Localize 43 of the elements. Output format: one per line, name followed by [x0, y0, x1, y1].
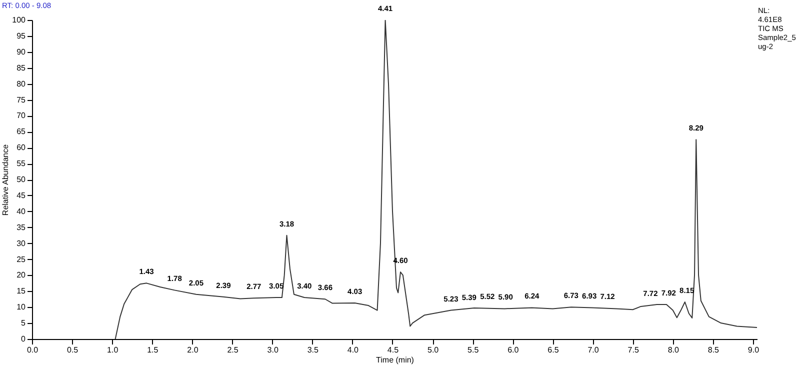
x-tick-label: 4.5 — [387, 346, 400, 354]
y-tick-label: 25 — [16, 254, 26, 264]
x-tick-label: 1.5 — [147, 346, 159, 354]
y-tick-label: 95 — [16, 31, 26, 40]
x-tick-label: 6.0 — [508, 346, 520, 354]
x-tick-label: 1.0 — [107, 346, 119, 354]
x-tick-label: 5.0 — [427, 346, 440, 354]
x-tick-label: 3.0 — [267, 346, 279, 354]
y-tick-label: 0 — [21, 334, 26, 344]
x-tick-label: 8.0 — [668, 346, 680, 354]
x-tick-label: 6.5 — [548, 346, 560, 354]
y-tick-label: 10 — [16, 302, 26, 312]
x-tick-label: 7.0 — [588, 346, 600, 354]
y-tick-label: 40 — [16, 206, 26, 216]
x-tick-label: 3.5 — [307, 346, 319, 354]
y-tick-label: 100 — [12, 16, 26, 24]
x-tick-label: 2.0 — [187, 346, 199, 354]
x-tick-label: 0.5 — [66, 346, 79, 354]
y-tick-label: 90 — [16, 47, 26, 56]
x-axis-title: Time (min) — [376, 356, 414, 364]
y-tick-label: 20 — [16, 270, 26, 280]
y-tick-label: 75 — [16, 95, 26, 104]
y-tick-label: 60 — [16, 143, 26, 152]
y-tick-label: 5 — [21, 318, 26, 328]
y-tick-label: 15 — [16, 286, 26, 296]
y-tick-label: 30 — [16, 238, 26, 248]
x-tick-label: 8.5 — [708, 346, 720, 354]
y-tick-label: 55 — [16, 159, 26, 168]
x-tick-label: 7.5 — [628, 346, 640, 354]
x-tick-label: 4.0 — [347, 346, 360, 354]
y-tick-label: 45 — [16, 190, 26, 200]
x-tick-label: 5.5 — [468, 346, 480, 354]
line-series — [114, 20, 757, 339]
y-tick-label: 70 — [16, 111, 26, 120]
y-tick-label: 80 — [16, 79, 26, 88]
y-tick-label: 65 — [16, 127, 26, 136]
x-tick-label: 9.0 — [748, 346, 760, 354]
y-axis-title: Relative Abundance — [1, 144, 10, 216]
x-tick-label: 2.5 — [227, 346, 239, 354]
y-tick-label: 35 — [16, 222, 26, 232]
y-tick-label: 50 — [16, 175, 26, 184]
x-tick-label: 0.0 — [26, 346, 39, 354]
y-tick-label: 85 — [16, 63, 26, 72]
